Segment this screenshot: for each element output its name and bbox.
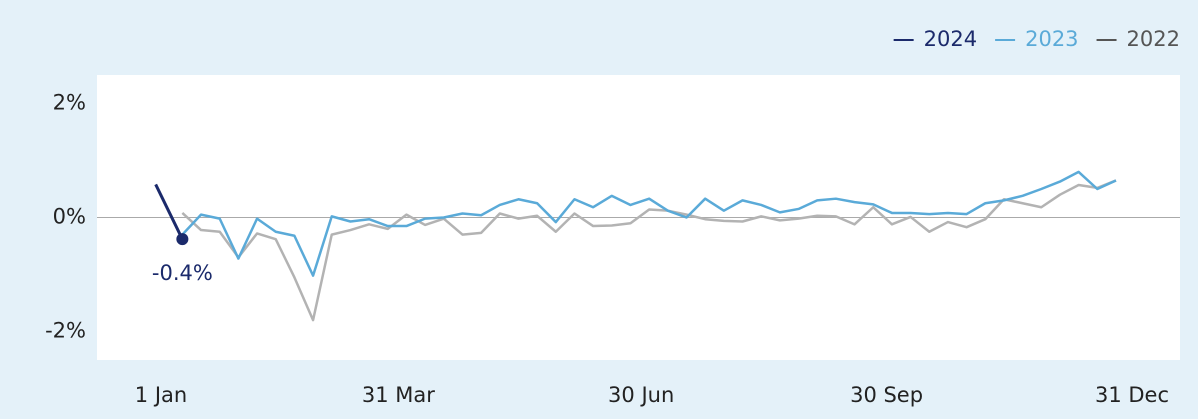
- x-tick-label: 31 Dec: [1095, 383, 1169, 407]
- x-tick-label: 30 Jun: [608, 383, 674, 407]
- end-marker: [176, 233, 189, 246]
- y-tick-label: -2%: [45, 319, 86, 343]
- data-label: -0.4%: [152, 261, 213, 285]
- x-tick-label: 30 Sep: [850, 383, 923, 407]
- legend-label: 2024: [924, 27, 977, 51]
- legend-label: 2022: [1127, 27, 1180, 51]
- y-tick-label: 0%: [53, 205, 86, 229]
- series-line: [181, 170, 1117, 277]
- y-tick-label: 2%: [53, 91, 86, 115]
- x-tick-label: 1 Jan: [135, 383, 187, 407]
- legend-label: 2023: [1025, 27, 1078, 51]
- series-line: [181, 179, 1117, 322]
- series-line: [154, 183, 184, 240]
- x-tick-label: 31 Mar: [362, 383, 435, 407]
